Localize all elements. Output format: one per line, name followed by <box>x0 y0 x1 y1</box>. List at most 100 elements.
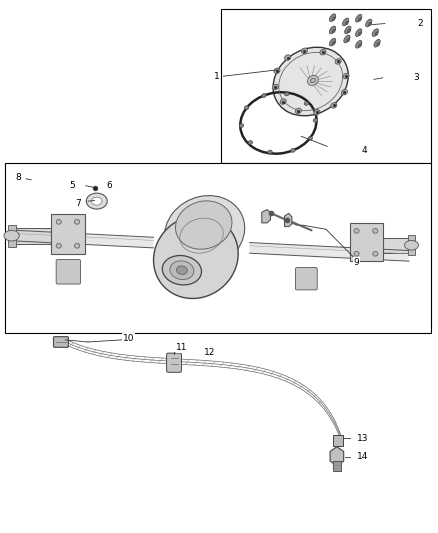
Polygon shape <box>16 230 153 248</box>
Ellipse shape <box>304 102 308 106</box>
Bar <box>5 163 431 333</box>
Ellipse shape <box>74 244 80 248</box>
Ellipse shape <box>86 193 107 209</box>
Ellipse shape <box>261 94 266 98</box>
Text: 13: 13 <box>357 434 368 443</box>
Ellipse shape <box>344 35 350 43</box>
Bar <box>221 9 431 163</box>
Ellipse shape <box>307 76 318 85</box>
Ellipse shape <box>280 99 286 104</box>
Ellipse shape <box>354 229 359 233</box>
Ellipse shape <box>342 90 347 95</box>
Text: 11: 11 <box>176 343 187 352</box>
Polygon shape <box>262 209 271 223</box>
Bar <box>332 461 341 471</box>
Ellipse shape <box>343 74 349 79</box>
Ellipse shape <box>165 196 245 268</box>
Ellipse shape <box>343 18 349 26</box>
Ellipse shape <box>356 14 362 22</box>
Polygon shape <box>250 243 409 261</box>
Ellipse shape <box>373 229 378 233</box>
Ellipse shape <box>372 29 378 36</box>
Text: 9: 9 <box>353 258 360 266</box>
Ellipse shape <box>332 17 335 21</box>
Bar <box>409 235 415 255</box>
Text: 1: 1 <box>214 71 220 80</box>
Ellipse shape <box>335 59 341 64</box>
Ellipse shape <box>369 22 371 26</box>
Ellipse shape <box>176 201 232 249</box>
Ellipse shape <box>154 215 238 298</box>
Ellipse shape <box>345 26 351 34</box>
Text: 14: 14 <box>357 453 368 462</box>
Ellipse shape <box>346 21 348 25</box>
Ellipse shape <box>320 50 326 55</box>
FancyBboxPatch shape <box>295 268 317 290</box>
Ellipse shape <box>332 29 335 33</box>
Ellipse shape <box>273 47 348 116</box>
Ellipse shape <box>295 108 301 114</box>
Bar <box>51 214 85 254</box>
Ellipse shape <box>375 32 378 35</box>
Ellipse shape <box>285 55 290 60</box>
Ellipse shape <box>4 230 19 241</box>
Text: 12: 12 <box>204 348 215 357</box>
Ellipse shape <box>347 38 350 42</box>
Ellipse shape <box>285 92 289 96</box>
FancyBboxPatch shape <box>56 260 81 284</box>
Text: 4: 4 <box>361 146 367 155</box>
Ellipse shape <box>359 18 361 21</box>
Ellipse shape <box>308 136 312 140</box>
Text: 8: 8 <box>15 173 21 182</box>
Ellipse shape <box>313 118 318 122</box>
Ellipse shape <box>348 29 350 33</box>
Ellipse shape <box>373 252 378 256</box>
Bar <box>382 238 411 253</box>
Ellipse shape <box>56 220 61 224</box>
Ellipse shape <box>310 78 315 83</box>
Ellipse shape <box>272 84 278 90</box>
Ellipse shape <box>162 255 201 285</box>
Text: 5: 5 <box>69 181 75 190</box>
Ellipse shape <box>274 68 280 74</box>
Ellipse shape <box>374 39 380 47</box>
Ellipse shape <box>366 19 372 27</box>
Ellipse shape <box>356 29 362 36</box>
Ellipse shape <box>329 26 336 34</box>
Text: 2: 2 <box>417 19 423 28</box>
Ellipse shape <box>239 124 244 127</box>
Ellipse shape <box>359 32 361 35</box>
Text: 6: 6 <box>106 181 112 190</box>
Ellipse shape <box>359 44 361 47</box>
Text: 3: 3 <box>413 73 419 82</box>
FancyBboxPatch shape <box>166 353 181 372</box>
Ellipse shape <box>92 197 102 205</box>
Ellipse shape <box>405 240 419 250</box>
Ellipse shape <box>331 103 337 108</box>
FancyBboxPatch shape <box>53 337 68 348</box>
Ellipse shape <box>74 220 80 224</box>
Ellipse shape <box>354 252 359 256</box>
Bar <box>11 228 52 244</box>
Ellipse shape <box>329 38 336 46</box>
Bar <box>350 223 383 261</box>
Ellipse shape <box>356 41 362 48</box>
Text: 7: 7 <box>75 199 81 208</box>
Polygon shape <box>285 213 292 227</box>
Bar <box>8 224 15 247</box>
Ellipse shape <box>329 14 336 21</box>
Ellipse shape <box>244 106 249 109</box>
Ellipse shape <box>314 109 320 115</box>
Ellipse shape <box>332 42 335 45</box>
Ellipse shape <box>377 43 380 46</box>
Ellipse shape <box>170 261 194 280</box>
Text: 10: 10 <box>123 334 134 343</box>
Polygon shape <box>330 447 344 466</box>
Ellipse shape <box>301 48 307 53</box>
Ellipse shape <box>268 150 272 154</box>
Ellipse shape <box>56 244 61 248</box>
Bar <box>333 435 343 446</box>
Ellipse shape <box>248 141 253 144</box>
Ellipse shape <box>177 266 187 274</box>
Ellipse shape <box>291 149 295 152</box>
